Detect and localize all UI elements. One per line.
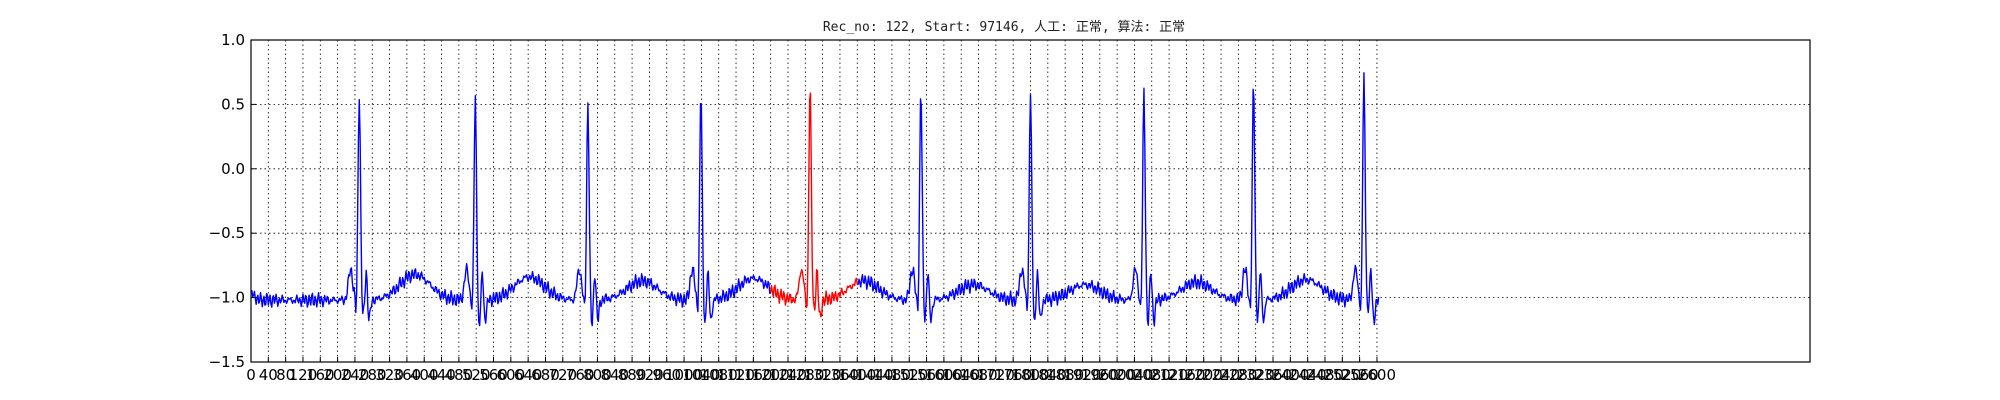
x-tick-label: 1280 — [786, 366, 824, 384]
x-tick-label: 2400 — [1271, 366, 1309, 384]
x-tick-label: 640 — [514, 366, 543, 384]
x-tick-label: 2600 — [1358, 366, 1396, 384]
x-tick-label: 1640 — [942, 366, 980, 384]
x-tick-label: 1240 — [769, 366, 807, 384]
x-tick-label: 1680 — [959, 366, 997, 384]
x-tick-label: 360 — [393, 366, 422, 384]
x-tick-label: 680 — [531, 366, 560, 384]
y-tick-label: 0.5 — [221, 95, 245, 113]
x-tick-label: 1400 — [838, 366, 876, 384]
x-tick-label: 1720 — [977, 366, 1015, 384]
x-tick-label: 2560 — [1341, 366, 1379, 384]
ecg-series-line — [857, 72, 1380, 327]
x-tick-label: 1840 — [1029, 366, 1067, 384]
x-tick-label: 2440 — [1289, 366, 1327, 384]
x-tick-label: 2040 — [1115, 366, 1153, 384]
x-tick-label: 1520 — [890, 366, 928, 384]
x-tick-label: 120 — [289, 366, 318, 384]
x-tick-label: 320 — [375, 366, 404, 384]
y-tick-label: 1.0 — [221, 31, 245, 49]
x-tick-label: 1360 — [821, 366, 859, 384]
x-tick-label: 2280 — [1219, 366, 1257, 384]
y-tick-label: −1.0 — [209, 289, 245, 307]
x-tick-label: 1120 — [717, 366, 755, 384]
x-tick-label: 960 — [652, 366, 681, 384]
x-tick-label: 2000 — [1098, 366, 1136, 384]
x-tick-label: 1920 — [1063, 366, 1101, 384]
x-tick-label: 2080 — [1133, 366, 1171, 384]
x-tick-label: 600 — [497, 366, 526, 384]
y-tick-label: −0.5 — [209, 224, 245, 242]
x-tick-label: 1040 — [682, 366, 720, 384]
x-tick-label: 920 — [635, 366, 664, 384]
x-tick-label: 160 — [306, 366, 335, 384]
x-axis-tick-labels: 0 408012016020024028032036040044048052056… — [246, 366, 1396, 384]
x-tick-label: 400 — [410, 366, 439, 384]
x-tick-label: 80 — [276, 366, 295, 384]
x-tick-label: 720 — [548, 366, 577, 384]
x-tick-label: 800 — [583, 366, 612, 384]
x-tick-label: 1320 — [804, 366, 842, 384]
x-tick-label: 2240 — [1202, 366, 1240, 384]
x-tick-label: 1600 — [925, 366, 963, 384]
x-tick-label: 40 — [259, 366, 278, 384]
y-axis-tick-labels: 1.0 0.5 0.0 −0.5 −1.0 −1.5 — [209, 31, 245, 371]
x-tick-label: 1800 — [1011, 366, 1049, 384]
x-tick-label: 1960 — [1081, 366, 1119, 384]
x-tick-label: 880 — [618, 366, 647, 384]
ecg-series-line — [250, 95, 772, 327]
x-tick-label: 2120 — [1150, 366, 1188, 384]
x-tick-label: 1560 — [907, 366, 945, 384]
x-tick-label: 760 — [566, 366, 595, 384]
x-tick-label: 2320 — [1237, 366, 1275, 384]
x-tick-label: 560 — [479, 366, 508, 384]
x-tick-label: 240 — [341, 366, 370, 384]
x-tick-label: 1880 — [1046, 366, 1084, 384]
x-tick-label: 1480 — [873, 366, 911, 384]
x-tick-label: 1000 — [665, 366, 703, 384]
ecg-series — [250, 72, 1380, 327]
x-tick-label: 1080 — [700, 366, 738, 384]
axis-ticks — [250, 39, 1378, 363]
x-tick-label: 2160 — [1167, 366, 1205, 384]
chart-title: Rec_no: 122, Start: 97146, 人工: 正常, 算法: 正… — [823, 20, 1185, 35]
x-tick-label: 2520 — [1323, 366, 1361, 384]
x-tick-label: 1160 — [734, 366, 772, 384]
x-tick-label: 200 — [323, 366, 352, 384]
y-tick-label: −1.5 — [209, 353, 245, 371]
x-tick-label: 0 — [246, 366, 256, 384]
x-tick-label: 2480 — [1306, 366, 1344, 384]
x-tick-label: 480 — [445, 366, 474, 384]
x-tick-label: 280 — [358, 366, 387, 384]
x-tick-label: 1440 — [856, 366, 894, 384]
x-tick-label: 2200 — [1185, 366, 1223, 384]
x-tick-label: 840 — [600, 366, 629, 384]
x-tick-label: 1200 — [752, 366, 790, 384]
x-tick-label: 520 — [462, 366, 491, 384]
x-tick-label: 1760 — [994, 366, 1032, 384]
y-tick-label: 0.0 — [221, 160, 245, 178]
ecg-series-line — [769, 92, 858, 318]
x-tick-label: 440 — [427, 366, 456, 384]
x-tick-label: 2360 — [1254, 366, 1292, 384]
